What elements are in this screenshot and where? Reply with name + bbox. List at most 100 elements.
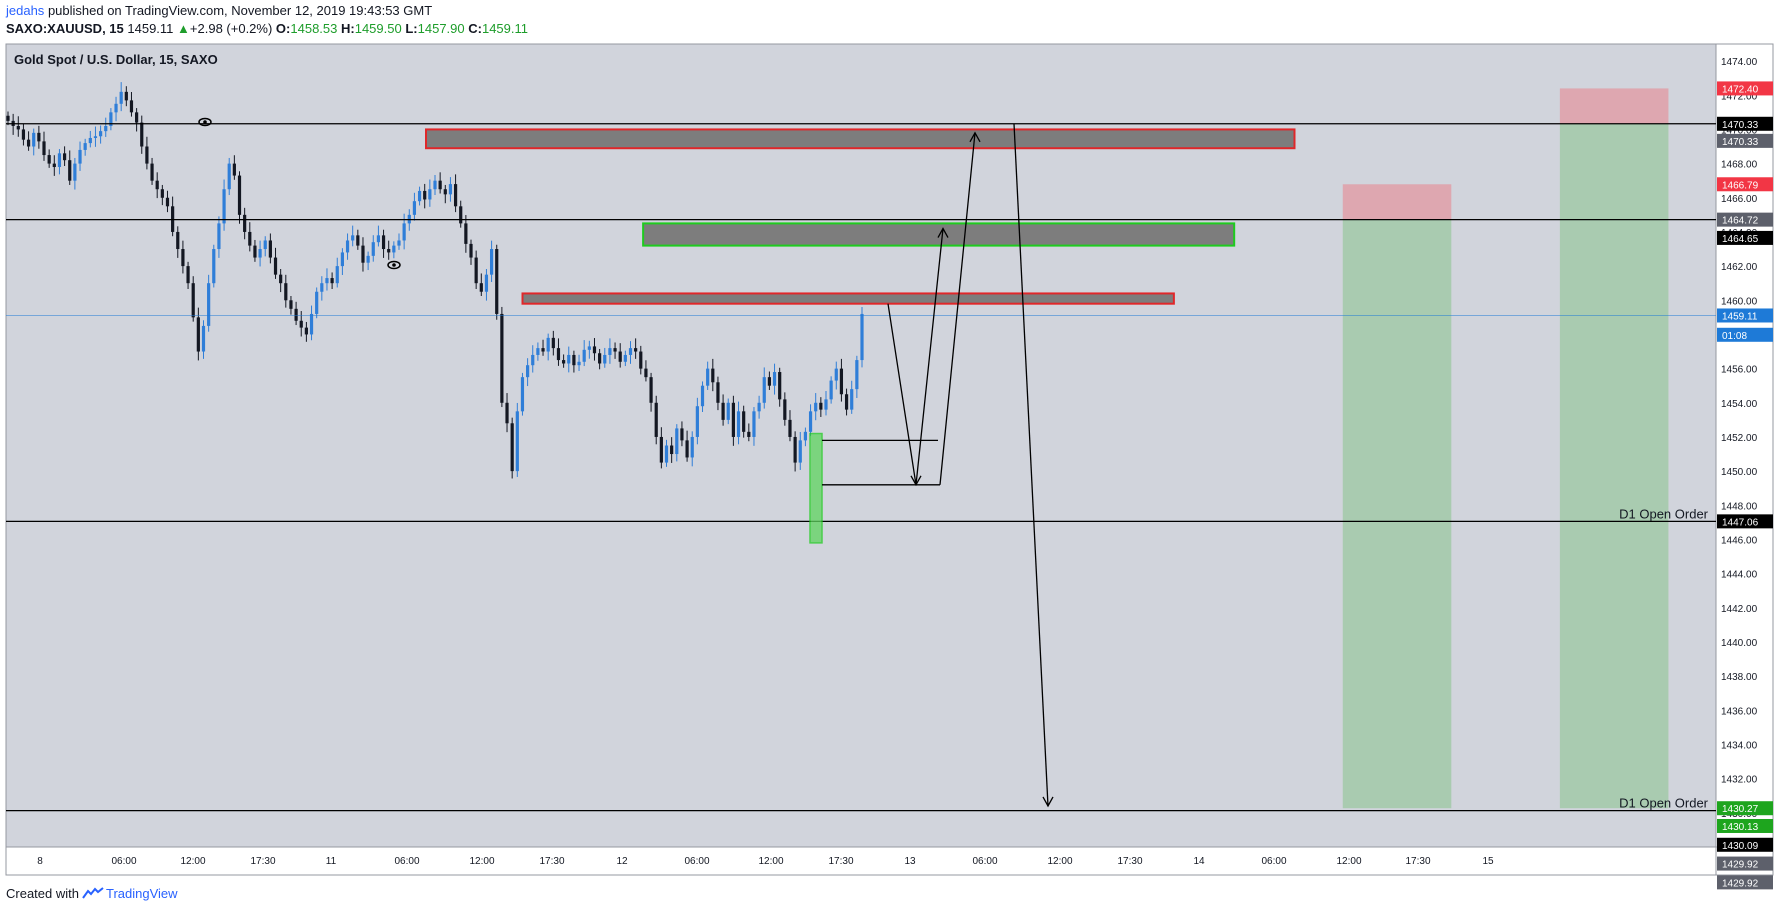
y-tick-label: 1444.00	[1721, 570, 1758, 581]
x-tick-label: 11	[326, 856, 337, 867]
price-label: 1464.72	[1722, 216, 1759, 227]
candle	[664, 445, 669, 463]
stop-loss-zone[interactable]	[1559, 88, 1669, 124]
price-label: 1430.13	[1722, 822, 1759, 833]
candle	[484, 274, 489, 292]
candle	[196, 317, 200, 352]
candle	[78, 149, 82, 164]
stop-loss-zone[interactable]	[1342, 184, 1452, 220]
candle	[474, 257, 478, 284]
candle	[222, 189, 226, 224]
candle	[304, 327, 308, 335]
candle	[217, 223, 221, 250]
candle	[37, 132, 41, 142]
candle	[93, 136, 98, 138]
candle	[412, 201, 417, 215]
candle	[808, 411, 813, 432]
candle	[387, 249, 391, 253]
y-tick-label: 1446.00	[1721, 535, 1758, 546]
arrow-down-icon	[1042, 796, 1054, 808]
tradingview-link[interactable]: TradingView	[105, 886, 178, 901]
chart-frame	[5, 43, 1774, 876]
chart-pane[interactable]	[6, 44, 1716, 847]
candle	[351, 235, 355, 241]
low-label: L:	[405, 21, 418, 36]
candle	[536, 348, 540, 355]
candle	[299, 320, 303, 328]
low-value: 1457.90	[417, 21, 465, 36]
projection-path-3[interactable]	[1013, 123, 1049, 807]
candle	[227, 163, 231, 190]
candle	[855, 360, 859, 390]
candle	[778, 372, 782, 400]
candle	[268, 240, 272, 258]
author-link[interactable]: jedahs	[6, 3, 45, 18]
candle	[711, 368, 715, 383]
candle	[515, 411, 519, 472]
candle	[109, 112, 113, 127]
candle	[716, 382, 720, 403]
candle	[325, 278, 329, 284]
candle	[834, 368, 838, 381]
y-tick-label: 1442.00	[1721, 604, 1758, 615]
y-tick-label: 1472.00	[1721, 91, 1758, 102]
candle	[634, 348, 638, 352]
x-tick-label: 06:00	[1261, 856, 1286, 867]
price-label-box	[1717, 801, 1773, 816]
y-tick-label: 1462.00	[1721, 262, 1758, 273]
candle	[772, 372, 777, 386]
candle	[423, 190, 427, 200]
tradingview-logo-icon	[82, 887, 104, 899]
candle	[129, 100, 134, 113]
take-profit-zone[interactable]	[1559, 123, 1669, 809]
candle	[603, 354, 607, 364]
candle	[253, 245, 257, 258]
open-value: 1458.53	[290, 21, 338, 36]
x-tick-label: 12:00	[1047, 856, 1072, 867]
eye-icon[interactable]	[198, 117, 212, 127]
created-with-text: Created with	[6, 886, 79, 901]
candle	[366, 255, 370, 263]
candle	[83, 143, 87, 150]
candle	[670, 445, 674, 455]
candle	[803, 431, 808, 441]
candle	[839, 368, 844, 395]
candle	[135, 112, 139, 123]
candle	[52, 163, 56, 168]
candle	[767, 377, 771, 386]
candle	[88, 137, 92, 144]
price-label: 1429.92	[1722, 860, 1759, 871]
price-label: 1470.33	[1722, 137, 1759, 148]
y-tick-label: 1432.00	[1721, 775, 1758, 786]
x-tick-label: 12:00	[1336, 856, 1361, 867]
candle	[829, 380, 833, 400]
time-axis[interactable]	[6, 847, 1716, 875]
candle	[675, 428, 679, 455]
last-price: 1459.11	[127, 21, 174, 36]
candle	[289, 300, 293, 309]
candle	[243, 214, 247, 232]
take-profit-zone[interactable]	[1342, 219, 1452, 809]
candle	[649, 377, 653, 403]
candle	[145, 146, 149, 164]
projection-path-2[interactable]	[939, 132, 976, 485]
candle	[562, 360, 566, 364]
eye-icon[interactable]	[387, 260, 401, 270]
y-tick-label: 1450.00	[1721, 467, 1758, 478]
price-label-box	[1717, 875, 1773, 890]
candle	[335, 266, 339, 284]
high-label: H:	[341, 21, 355, 36]
x-tick-label: 12:00	[180, 856, 205, 867]
candle	[212, 249, 216, 284]
candle	[495, 249, 499, 314]
supply-zone[interactable]	[521, 292, 1175, 305]
demand-zone[interactable]	[642, 222, 1236, 247]
publish-info: jedahs published on TradingView.com, Nov…	[6, 3, 432, 18]
demand-candle-highlight[interactable]	[809, 432, 823, 544]
candle	[428, 189, 432, 200]
candle	[556, 348, 561, 361]
candle	[315, 291, 319, 314]
candle	[62, 153, 67, 161]
supply-zone[interactable]	[425, 128, 1296, 150]
